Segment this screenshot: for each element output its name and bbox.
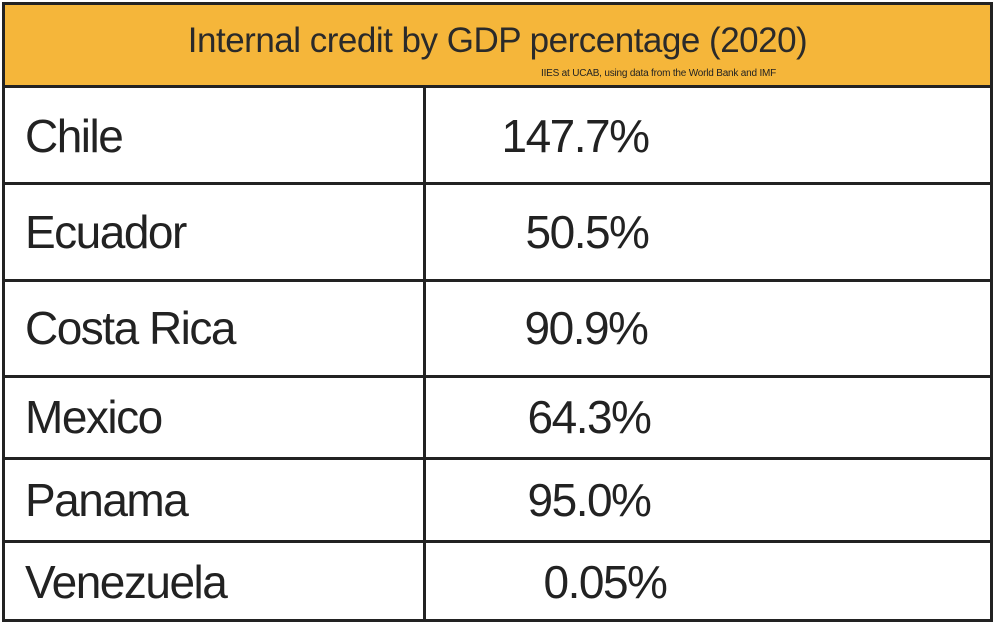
country-cell: Venezuela <box>25 556 228 608</box>
table-row: Mexico 64.3% <box>5 376 990 458</box>
data-table: Chile 147.7% Ecuador 50.5% Costa Rica 90.9% Me… <box>2 88 993 622</box>
value-cell: 147.7% <box>501 110 650 162</box>
chart-title: Internal credit by GDP percentage (2020) <box>187 21 808 60</box>
value-cell: 50.5% <box>525 206 650 258</box>
country-cell: Costa Rica <box>25 302 236 354</box>
country-cell: Ecuador <box>25 206 187 258</box>
value-cell: 64.3% <box>527 391 652 443</box>
chart-subtitle: IIES at UCAB, using data from the World … <box>541 68 777 79</box>
row-divider <box>5 279 990 282</box>
row-divider <box>5 375 990 378</box>
table-header: Internal credit by GDP percentage (2020)… <box>2 2 993 88</box>
table-row: Panama 95.0% <box>5 458 990 541</box>
table-row: Costa Rica 90.9% <box>5 280 990 376</box>
value-cell: 90.9% <box>524 302 649 354</box>
value-cell: 95.0% <box>527 474 652 526</box>
table-row: Venezuela 0.05% <box>5 541 990 622</box>
country-cell: Panama <box>25 474 189 526</box>
row-divider <box>5 457 990 460</box>
row-divider <box>5 540 990 543</box>
table-row: Ecuador 50.5% <box>5 183 990 280</box>
value-cell: 0.05% <box>543 556 668 608</box>
row-divider <box>5 182 990 185</box>
country-cell: Mexico <box>25 391 163 443</box>
country-cell: Chile <box>25 110 124 162</box>
column-divider <box>423 88 426 619</box>
table-row: Chile 147.7% <box>5 88 990 183</box>
